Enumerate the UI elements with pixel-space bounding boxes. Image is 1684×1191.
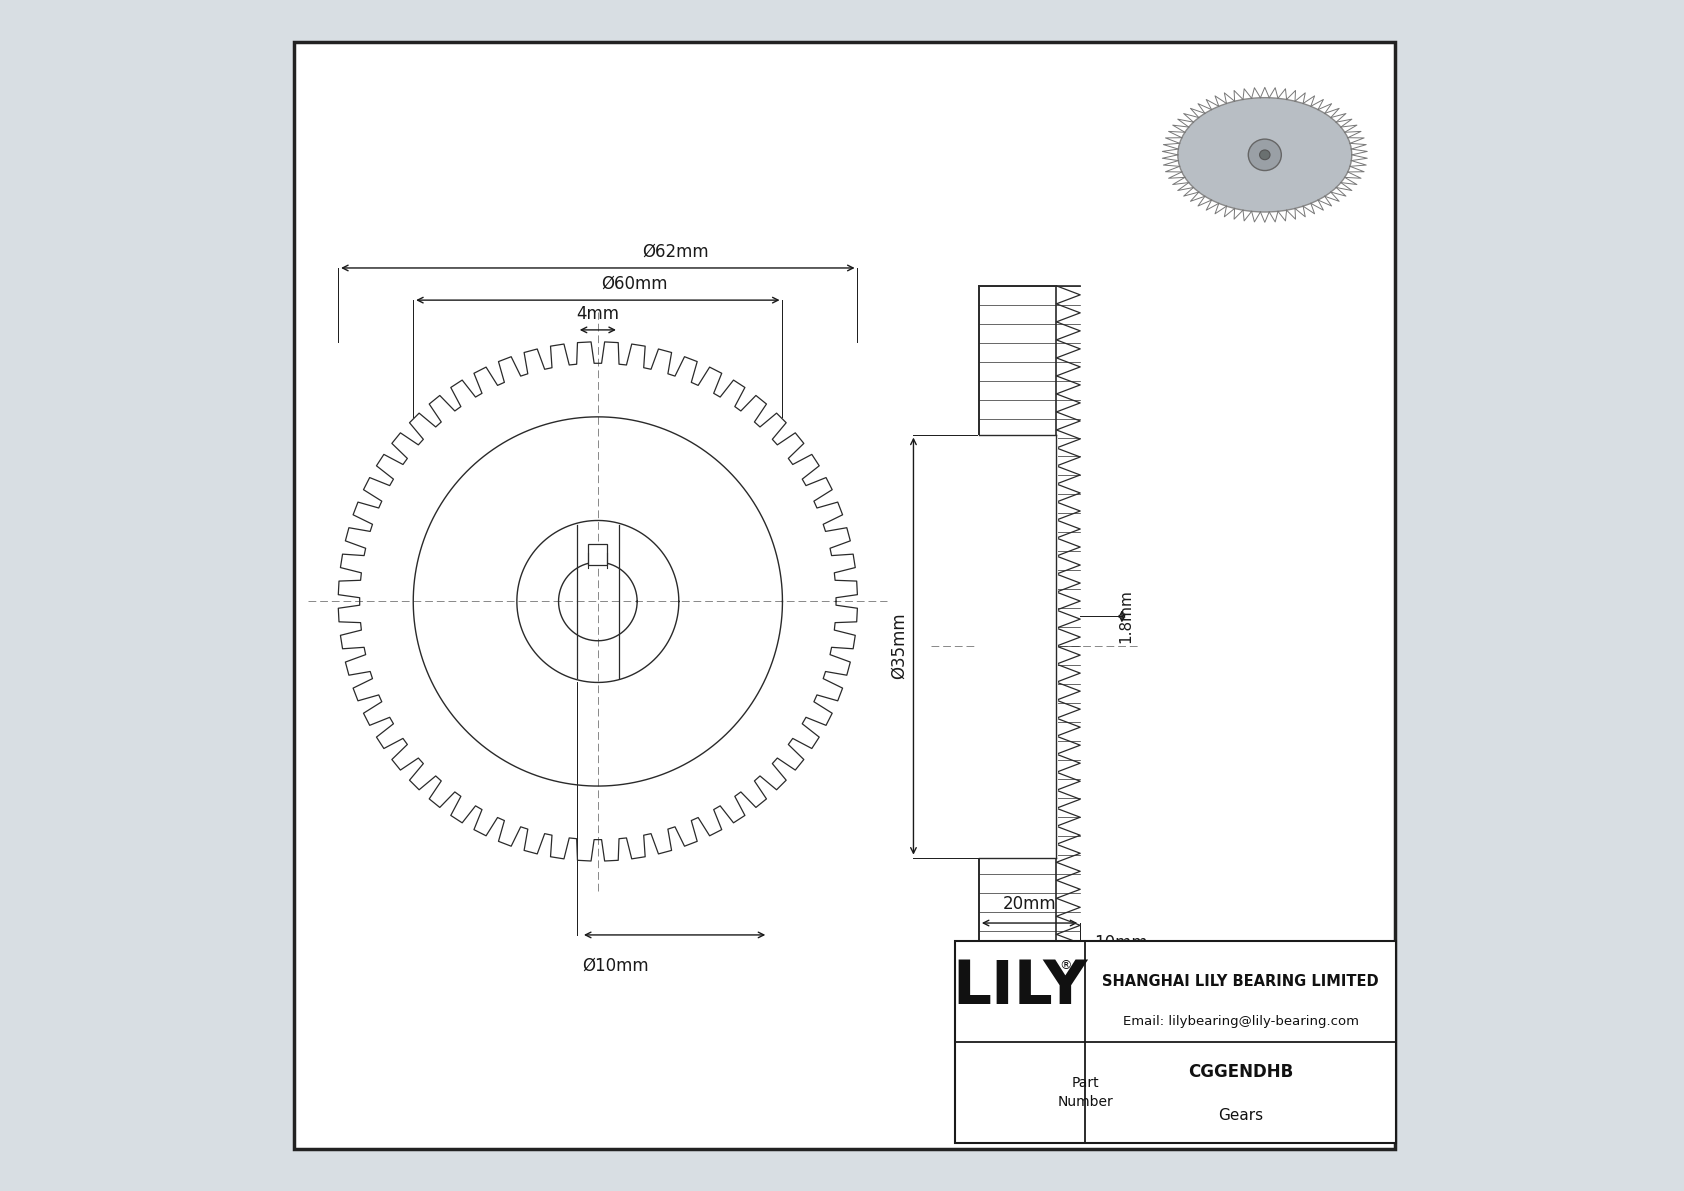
- Text: Email: lilybearing@lily-bearing.com: Email: lilybearing@lily-bearing.com: [1123, 1016, 1359, 1028]
- Ellipse shape: [1177, 98, 1352, 212]
- Text: 4mm: 4mm: [576, 305, 620, 323]
- Text: Ø60mm: Ø60mm: [601, 275, 669, 293]
- Text: 20mm: 20mm: [1002, 896, 1056, 913]
- Text: ®: ®: [1059, 959, 1073, 972]
- Text: Ø62mm: Ø62mm: [642, 243, 709, 261]
- Bar: [978, 435, 1058, 858]
- Bar: [588, 544, 608, 565]
- Ellipse shape: [1248, 139, 1282, 170]
- Text: LILY: LILY: [953, 958, 1088, 1017]
- Ellipse shape: [1260, 150, 1270, 160]
- Text: Gears: Gears: [1218, 1108, 1263, 1122]
- Text: SHANGHAI LILY BEARING LIMITED: SHANGHAI LILY BEARING LIMITED: [1103, 974, 1379, 989]
- Text: CGGENDHB: CGGENDHB: [1189, 1064, 1293, 1081]
- Text: Part
Number: Part Number: [1058, 1075, 1113, 1110]
- Text: 10mm: 10mm: [1095, 934, 1148, 952]
- Text: Ø35mm: Ø35mm: [889, 613, 908, 679]
- Bar: [978, 286, 1056, 1006]
- Bar: [955, 941, 1396, 1143]
- Text: Ø10mm: Ø10mm: [583, 956, 648, 974]
- Text: 1.8mm: 1.8mm: [1118, 590, 1133, 643]
